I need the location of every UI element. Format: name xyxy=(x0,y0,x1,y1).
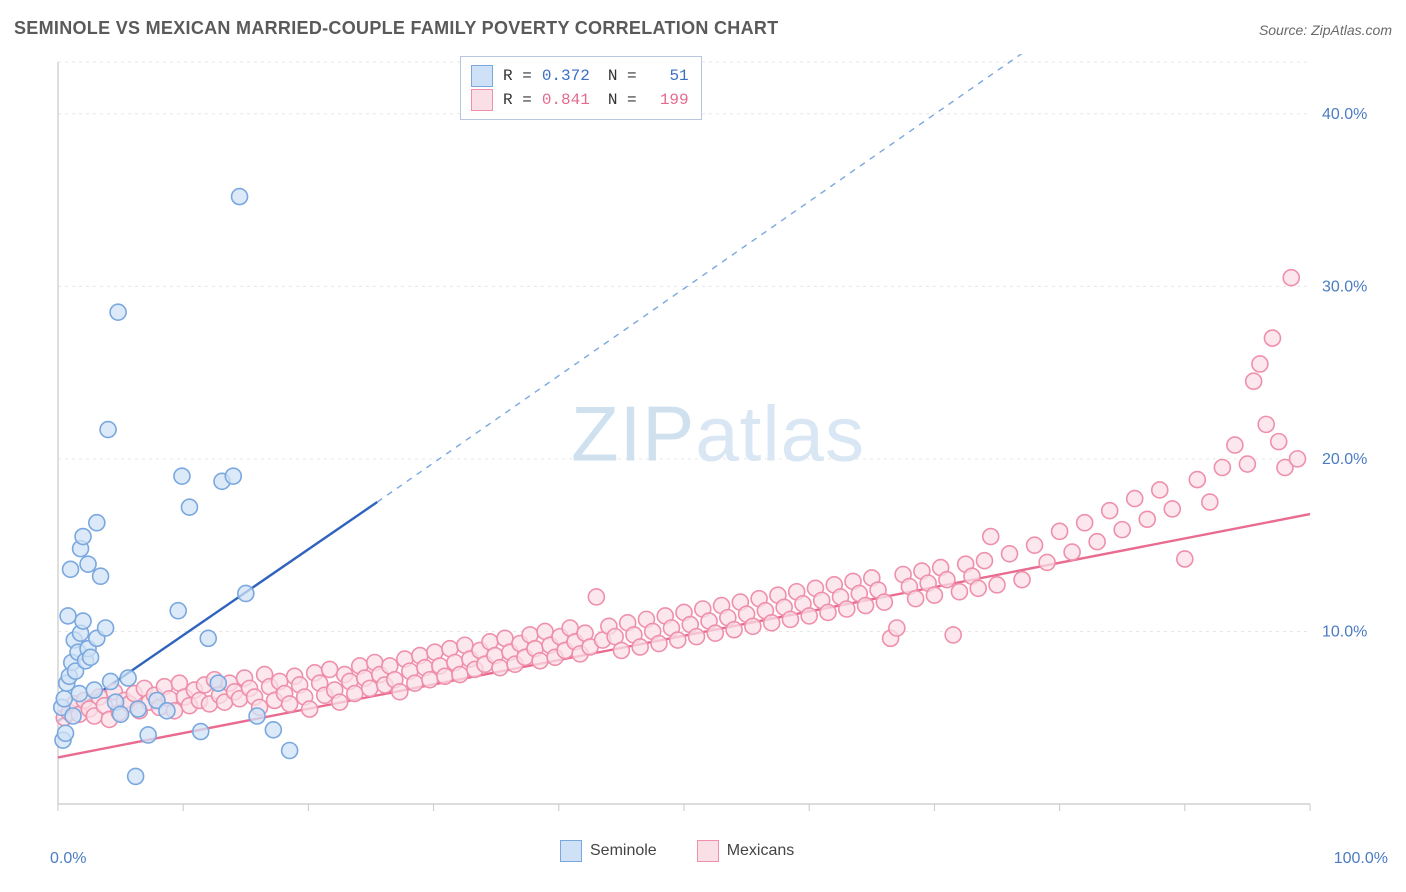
legend-item-mexicans: Mexicans xyxy=(697,840,795,862)
source-label: Source: ZipAtlas.com xyxy=(1259,22,1392,38)
svg-text:20.0%: 20.0% xyxy=(1322,451,1367,468)
swatch-seminole xyxy=(560,840,582,862)
plot-area: 10.0%20.0%30.0%40.0% ZIPatlas xyxy=(48,54,1388,846)
swatch-mexicans xyxy=(697,840,719,862)
stats-R-value-seminole: 0.372 xyxy=(542,67,590,85)
svg-text:30.0%: 30.0% xyxy=(1322,278,1367,295)
swatch-mexicans xyxy=(471,89,493,111)
x-tick-label-max: 100.0% xyxy=(1334,850,1388,868)
x-tick-label-min: 0.0% xyxy=(50,850,86,868)
stats-legend: R = 0.372 N = 51 R = 0.841 N = 199 xyxy=(460,56,702,120)
chart-container: SEMINOLE VS MEXICAN MARRIED-COUPLE FAMIL… xyxy=(0,0,1406,892)
legend-label-seminole: Seminole xyxy=(590,842,657,860)
bottom-legend: Seminole Mexicans xyxy=(560,840,794,862)
stats-row-mexicans: R = 0.841 N = 199 xyxy=(471,89,689,111)
svg-text:10.0%: 10.0% xyxy=(1322,623,1367,640)
chart-svg: 10.0% 20.0% 30.0% 40.0% xyxy=(48,54,1388,846)
stats-N-value-seminole: 51 xyxy=(647,67,689,85)
stats-R-label: R = xyxy=(503,91,532,109)
legend-item-seminole: Seminole xyxy=(560,840,657,862)
stats-N-value-mexicans: 199 xyxy=(647,91,689,109)
svg-text:40.0%: 40.0% xyxy=(1322,106,1367,123)
swatch-seminole xyxy=(471,65,493,87)
legend-label-mexicans: Mexicans xyxy=(727,842,795,860)
stats-R-value-mexicans: 0.841 xyxy=(542,91,590,109)
chart-title: SEMINOLE VS MEXICAN MARRIED-COUPLE FAMIL… xyxy=(14,18,779,39)
stats-N-label: N = xyxy=(608,91,637,109)
stats-row-seminole: R = 0.372 N = 51 xyxy=(471,65,689,87)
stats-N-label: N = xyxy=(608,67,637,85)
stats-R-label: R = xyxy=(503,67,532,85)
